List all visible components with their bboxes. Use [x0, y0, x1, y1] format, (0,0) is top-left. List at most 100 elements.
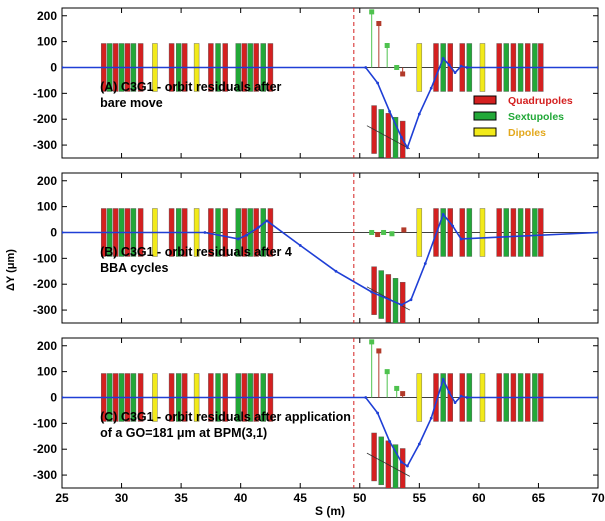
- legend: Quadrupoles Sextupoles Dipoles: [473, 95, 573, 139]
- residual-marker: [369, 339, 375, 345]
- orbit-point: [364, 66, 368, 69]
- magnet-q: [253, 208, 259, 257]
- orbit-point: [62, 66, 64, 69]
- panel-1: 200 100 0 -100 -200 -300 (A) C3G1 - orbit resi…: [33, 7, 599, 159]
- moved-magnet-s: [392, 278, 399, 323]
- y-tick-label: -300: [33, 303, 57, 317]
- residual-marker: [369, 9, 375, 15]
- orbit-point: [441, 212, 445, 216]
- orbit-point: [459, 64, 463, 68]
- orbit-point: [465, 396, 469, 399]
- orbit-point: [451, 224, 455, 228]
- x-tick-label: 30: [115, 491, 129, 505]
- residual-marker: [381, 229, 387, 235]
- residual-marker: [394, 64, 400, 70]
- orbit-point: [257, 225, 260, 229]
- y-tick-label: -200: [33, 442, 57, 456]
- orbit-point: [417, 112, 421, 116]
- y-axis-label: ΔY (μm): [5, 249, 17, 291]
- plot-area: [62, 8, 598, 158]
- magnet-s: [532, 208, 538, 257]
- plot-area: [62, 338, 598, 488]
- orbit-point: [447, 63, 451, 67]
- x-axis-label: S (m): [315, 504, 345, 518]
- x-tick-label: 65: [532, 491, 546, 505]
- x-tick-label: 35: [174, 491, 188, 505]
- magnet-s: [215, 208, 221, 257]
- orbit-point: [465, 66, 469, 69]
- moved-magnet-q: [385, 113, 392, 158]
- orbit-point: [298, 244, 302, 247]
- residual-marker: [376, 21, 382, 27]
- residual-marker: [400, 71, 406, 77]
- orbit-point: [236, 237, 240, 241]
- y-tick-label: -100: [33, 251, 57, 265]
- orbit-point: [370, 290, 374, 294]
- residual-marker: [401, 227, 407, 233]
- orbit-point: [429, 86, 433, 90]
- magnet-s: [503, 208, 509, 257]
- orbit-point: [364, 396, 368, 399]
- orbit-point: [409, 298, 413, 302]
- magnet-q: [538, 208, 544, 257]
- moved-magnet-s: [392, 444, 399, 488]
- orbit-point: [596, 231, 598, 234]
- orbit-point: [400, 135, 403, 139]
- x-tick-label: 70: [591, 491, 605, 505]
- orbit-point: [417, 442, 421, 446]
- legend-label: Dipoles: [508, 127, 546, 139]
- magnet-q: [459, 208, 465, 257]
- orbit-point: [596, 396, 598, 399]
- magnet-q: [525, 208, 531, 257]
- panel-3: 200 100 0 -100 -200 -300 25 30 35 40 45 50 55 60 65 70 (…: [33, 337, 605, 505]
- residual-marker: [369, 229, 375, 235]
- panel-annotation-line: BBA cycles: [100, 261, 168, 275]
- panel-annotation-line: (A) C3G1 - orbit residuals after: [100, 80, 281, 94]
- moved-magnet-q: [399, 448, 406, 488]
- legend-swatch: [473, 127, 497, 137]
- residual-marker: [394, 385, 400, 391]
- girder-line: [366, 125, 410, 150]
- orbit-point: [453, 71, 457, 75]
- orbit-point: [62, 396, 64, 399]
- orbit-point: [265, 219, 269, 223]
- orbit-point: [400, 460, 403, 464]
- magnet-q: [496, 208, 502, 257]
- magnet-q: [447, 208, 454, 257]
- magnet-s: [440, 373, 446, 422]
- legend-label: Sextupoles: [508, 111, 564, 123]
- x-tick-label: 55: [413, 491, 427, 505]
- panel-annotation-line: (C) C3G1 - orbit residuals after applica…: [100, 410, 351, 424]
- x-tick-label: 45: [294, 491, 308, 505]
- orbit-line: [62, 212, 598, 306]
- residual-marker: [384, 369, 390, 375]
- y-tick-label: -300: [33, 468, 57, 482]
- magnet-s: [466, 208, 473, 257]
- panel-annotation-line: of a GO=181 μm at BPM(3,1): [100, 426, 267, 440]
- magnet-d: [416, 373, 423, 422]
- magnet-q: [433, 43, 439, 92]
- y-tick-label: -100: [33, 86, 57, 100]
- orbit-point: [459, 394, 463, 398]
- magnet-d: [416, 43, 423, 92]
- panel-2: 200 100 0 -100 -200 -300 (B) C3G1 - orbit resi…: [33, 172, 599, 324]
- orbit-point: [245, 233, 249, 237]
- plot-area: [62, 173, 598, 323]
- moved-magnet-s: [392, 116, 399, 158]
- magnet-q: [241, 208, 247, 257]
- panels: 200 100 0 -100 -200 -300 (A) C3G1 - orbit resi…: [33, 7, 605, 505]
- legend-swatch: [473, 95, 497, 105]
- magnet-q: [510, 208, 517, 257]
- orbit-point: [459, 237, 463, 241]
- x-tick-label: 50: [353, 491, 367, 505]
- legend-swatch: [473, 111, 497, 121]
- magnet-s: [235, 208, 241, 257]
- legend-label: Quadrupoles: [508, 95, 573, 107]
- residual-marker: [376, 348, 382, 354]
- orbit-point: [429, 416, 433, 420]
- x-tick-label: 25: [55, 491, 69, 505]
- orbit-point: [376, 411, 380, 415]
- orbit-point: [62, 231, 64, 234]
- x-tick-label: 60: [472, 491, 486, 505]
